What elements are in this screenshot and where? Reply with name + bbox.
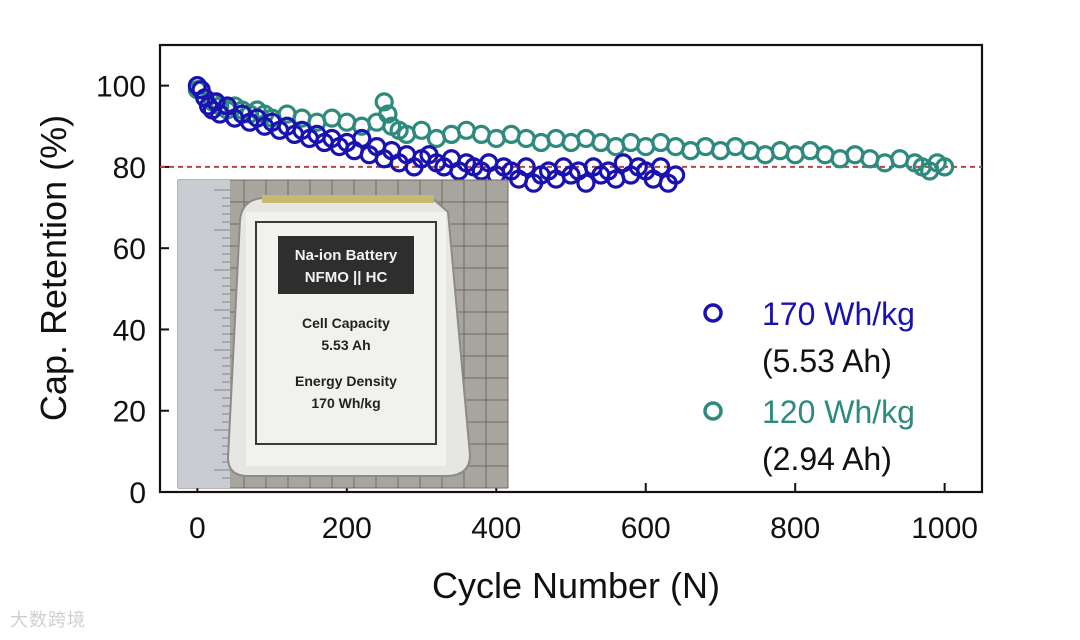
legend-marker-120 xyxy=(703,401,723,421)
x-tick-label: 800 xyxy=(770,512,820,545)
x-tick-label: 1000 xyxy=(911,512,978,545)
y-tick-label: 60 xyxy=(113,233,146,266)
data-point xyxy=(206,92,226,112)
data-point xyxy=(576,173,596,193)
battery-label-line2: NFMO || HC xyxy=(305,269,388,286)
legend-label-170: 170 Wh/kg xyxy=(762,296,915,332)
data-point xyxy=(516,157,536,177)
y-tick-label: 20 xyxy=(113,396,146,429)
plot-frame xyxy=(158,43,984,494)
legend-sublabel-120: (2.94 Ah) xyxy=(762,441,892,477)
battery-label-border xyxy=(255,221,437,445)
battery-capacity-value: 5.53 Ah xyxy=(321,337,370,353)
legend: 170 Wh/kg (5.53 Ah) 120 Wh/kg (2.94 Ah) xyxy=(703,296,915,477)
series-170-whkg xyxy=(187,76,686,193)
data-point xyxy=(378,104,398,124)
x-tick-label: 600 xyxy=(621,512,671,545)
y-tick-label: 100 xyxy=(96,71,146,104)
battery-tab-edge xyxy=(262,195,434,203)
data-point xyxy=(666,165,686,185)
data-point xyxy=(935,157,955,177)
photo-ruler xyxy=(178,180,230,488)
battery-energy-title: Energy Density xyxy=(295,373,397,389)
battery-label-header xyxy=(278,236,414,294)
y-tick-label: 40 xyxy=(113,314,146,347)
data-point xyxy=(374,92,394,112)
x-tick-label: 0 xyxy=(189,512,206,545)
legend-sublabel-170: (5.53 Ah) xyxy=(762,343,892,379)
x-axis: 0 200 400 600 800 1000 xyxy=(189,483,978,545)
y-axis-title: Cap. Retention (%) xyxy=(33,115,74,421)
battery-label-line1: Na-ion Battery xyxy=(295,247,398,264)
y-axis: 0 20 40 60 80 100 xyxy=(96,71,169,510)
battery-energy-value: 170 Wh/kg xyxy=(311,395,380,411)
battery-capacity-title: Cell Capacity xyxy=(302,315,390,331)
x-tick-label: 400 xyxy=(471,512,521,545)
legend-marker-170 xyxy=(703,303,723,323)
data-point xyxy=(411,120,432,140)
battery-photo-inset: Na-ion Battery NFMO || HC Cell Capacity … xyxy=(177,179,509,489)
data-point xyxy=(352,128,372,149)
ruler-ticks xyxy=(214,189,230,479)
legend-label-120: 120 Wh/kg xyxy=(762,394,915,430)
y-tick-label: 0 xyxy=(129,477,146,510)
watermark: 大数跨境 xyxy=(10,610,86,631)
x-tick-label: 200 xyxy=(322,512,372,545)
data-point xyxy=(651,157,671,177)
y-tick-label: 80 xyxy=(113,152,146,185)
x-axis-title: Cycle Number (N) xyxy=(432,565,720,606)
